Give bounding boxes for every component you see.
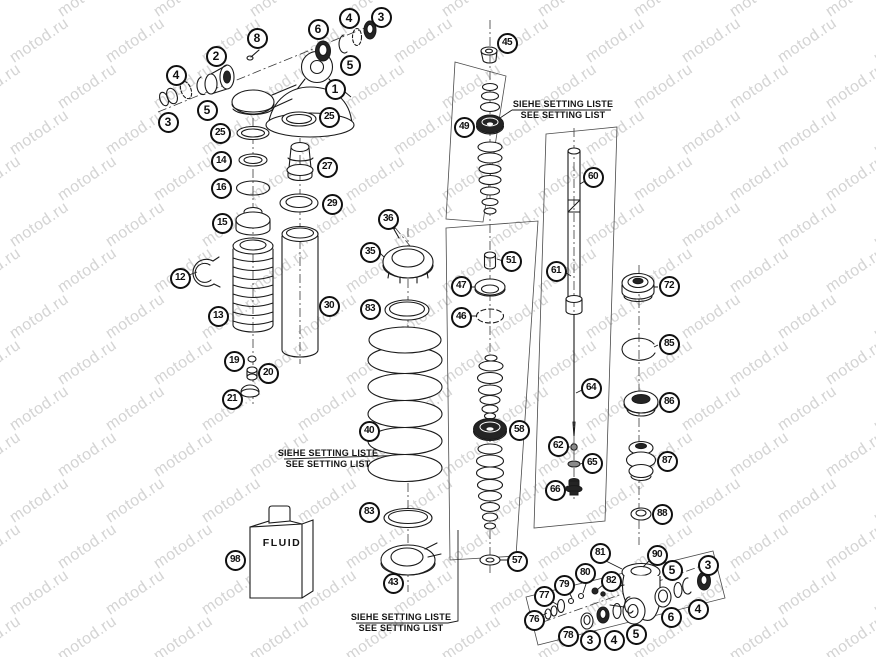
- callout-80: 80: [574, 562, 596, 584]
- callout-82: 82: [600, 570, 622, 592]
- callout-40: 40: [358, 420, 380, 442]
- setting-note-top-de: SIEHE SETTING LISTE: [512, 99, 614, 109]
- callout-5: 5: [625, 623, 647, 645]
- seal-head-parts: [622, 274, 658, 521]
- callout-77: 77: [533, 585, 555, 607]
- callout-29: 29: [321, 193, 343, 215]
- callout-36: 36: [377, 208, 399, 230]
- callout-4: 4: [165, 64, 187, 86]
- callout-21: 21: [221, 388, 243, 410]
- piston-shim-stack: [474, 47, 507, 565]
- callout-25: 25: [209, 122, 231, 144]
- callout-3: 3: [579, 629, 601, 651]
- callout-2: 2: [205, 45, 227, 67]
- callout-20: 20: [257, 362, 279, 384]
- callout-5: 5: [661, 559, 683, 581]
- setting-note-middle-de: SIEHE SETTING LISTE: [277, 448, 379, 458]
- callout-83: 83: [358, 501, 380, 523]
- callout-47: 47: [450, 275, 472, 297]
- callout-60: 60: [582, 166, 604, 188]
- callout-62: 62: [547, 435, 569, 457]
- callout-57: 57: [506, 550, 528, 572]
- callout-13: 13: [207, 305, 229, 327]
- setting-note-top-en: SEE SETTING LIST: [520, 110, 606, 120]
- callout-30: 30: [318, 295, 340, 317]
- callout-66: 66: [544, 479, 566, 501]
- spring-parts: [368, 220, 442, 576]
- callout-6: 6: [307, 18, 329, 40]
- callout-65: 65: [581, 452, 603, 474]
- callout-72: 72: [658, 275, 680, 297]
- callout-79: 79: [553, 574, 575, 596]
- setting-note-top: SIEHE SETTING LISTE SEE SETTING LIST: [498, 99, 628, 121]
- callout-58: 58: [508, 419, 530, 441]
- reservoir-body-parts: [280, 112, 318, 357]
- callout-3: 3: [157, 111, 179, 133]
- callout-43: 43: [382, 572, 404, 594]
- callout-49: 49: [453, 116, 475, 138]
- callout-61: 61: [545, 260, 567, 282]
- callout-15: 15: [211, 212, 233, 234]
- callout-5: 5: [339, 54, 361, 76]
- callout-35: 35: [359, 241, 381, 263]
- callout-1: 1: [324, 78, 346, 100]
- setting-note-bottom-en: SEE SETTING LIST: [358, 623, 444, 633]
- callout-64: 64: [580, 377, 602, 399]
- callout-4: 4: [338, 7, 360, 29]
- eyelet-seal-parts: [316, 21, 377, 61]
- clamp-part: [193, 257, 220, 287]
- callout-88: 88: [651, 503, 673, 525]
- callout-46: 46: [450, 306, 472, 328]
- callout-4: 4: [603, 629, 625, 651]
- callout-87: 87: [656, 450, 678, 472]
- callout-3: 3: [370, 6, 392, 28]
- callout-14: 14: [210, 150, 232, 172]
- setting-note-bottom: SIEHE SETTING LISTE SEE SETTING LIST: [336, 612, 466, 634]
- callout-27: 27: [316, 156, 338, 178]
- reservoir-cap-parts: [233, 127, 273, 398]
- setting-note-middle: SIEHE SETTING LISTE SEE SETTING LIST: [263, 448, 393, 470]
- callout-4: 4: [687, 598, 709, 620]
- callout-25: 25: [318, 106, 340, 128]
- callout-83: 83: [359, 298, 381, 320]
- callout-98: 98: [224, 549, 246, 571]
- setting-note-bottom-de: SIEHE SETTING LISTE: [350, 612, 452, 622]
- callout-76: 76: [523, 609, 545, 631]
- callout-51: 51: [500, 250, 522, 272]
- callout-8: 8: [246, 27, 268, 49]
- callout-86: 86: [658, 391, 680, 413]
- callout-85: 85: [658, 333, 680, 355]
- callout-45: 45: [496, 32, 518, 54]
- callout-78: 78: [557, 625, 579, 647]
- fluid-label: FLUID: [262, 537, 302, 549]
- callout-81: 81: [589, 542, 611, 564]
- clevis-parts: [545, 564, 711, 630]
- fluid-bottle: [250, 506, 313, 598]
- callout-16: 16: [210, 177, 232, 199]
- callout-90: 90: [646, 544, 668, 566]
- setting-note-middle-en: SEE SETTING LIST: [285, 459, 371, 469]
- callout-5: 5: [196, 99, 218, 121]
- callout-6: 6: [660, 606, 682, 628]
- callout-3: 3: [697, 554, 719, 576]
- callout-19: 19: [223, 350, 245, 372]
- callout-12: 12: [169, 267, 191, 289]
